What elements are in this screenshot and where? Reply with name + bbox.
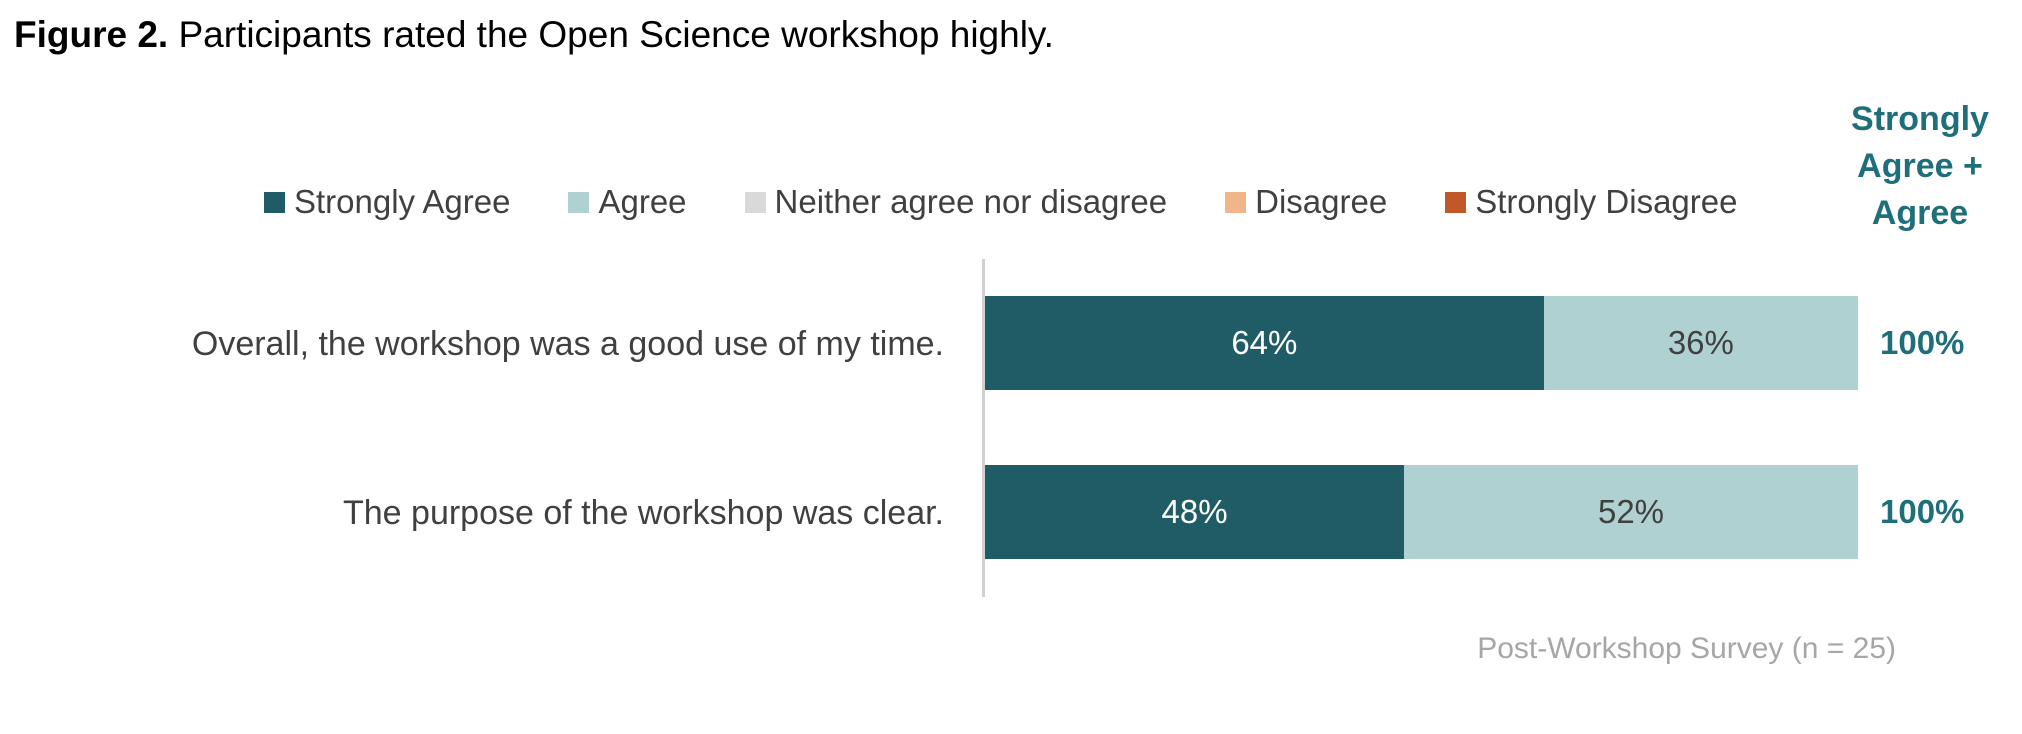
legend-swatch <box>1445 191 1467 213</box>
legend-item-strongly-agree: Strongly Agree <box>264 183 510 221</box>
legend-label: Strongly Disagree <box>1475 183 1738 220</box>
legend-swatch <box>568 191 590 213</box>
bar-segment-agree: 36% <box>1543 296 1858 390</box>
category-label: Overall, the workshop was a good use of … <box>191 325 944 363</box>
legend-swatch <box>1225 191 1247 213</box>
data-label: 48% <box>1161 493 1228 530</box>
figure-number: Figure 2. <box>14 14 169 55</box>
source-note: Post-Workshop Survey (n = 25) <box>1477 632 1896 665</box>
figure-title: Figure 2. Participants rated the Open Sc… <box>14 14 1054 56</box>
legend-label: Disagree <box>1255 183 1388 220</box>
total-value: 100% <box>1880 493 1965 530</box>
legend-swatch <box>264 191 285 213</box>
legend-item-strongly-disagree: Strongly Disagree <box>1445 183 1737 221</box>
legend-swatch <box>744 191 766 213</box>
legend-label: Agree <box>598 183 687 220</box>
legend-item-disagree: Disagree <box>1225 183 1387 221</box>
data-label: 52% <box>1597 493 1665 530</box>
bar-segment-strongly-agree: 48% <box>985 465 1405 559</box>
legend-label: Strongly Agree <box>294 183 511 220</box>
legend-label: Neither agree nor disagree <box>774 183 1168 220</box>
legend-item-agree: Agree <box>568 183 687 221</box>
bar-segment-strongly-agree: 64% <box>985 296 1544 390</box>
category-label: The purpose of the workshop was clear. <box>343 494 944 532</box>
bar-segment-agree: 52% <box>1404 465 1858 559</box>
category-axis-line <box>982 259 985 597</box>
figure-caption: Participants rated the Open Science work… <box>168 14 1054 55</box>
total-column-header: Strongly Agree + Agree <box>1851 100 1989 232</box>
legend-item-neither-agree-nor-disagree: Neither agree nor disagree <box>744 183 1168 221</box>
data-label: 64% <box>1231 324 1298 361</box>
chart-legend: Strongly Agree Agree Neither agree nor dis… <box>264 180 1737 224</box>
data-label: 36% <box>1667 324 1734 361</box>
total-value: 100% <box>1880 324 1965 361</box>
